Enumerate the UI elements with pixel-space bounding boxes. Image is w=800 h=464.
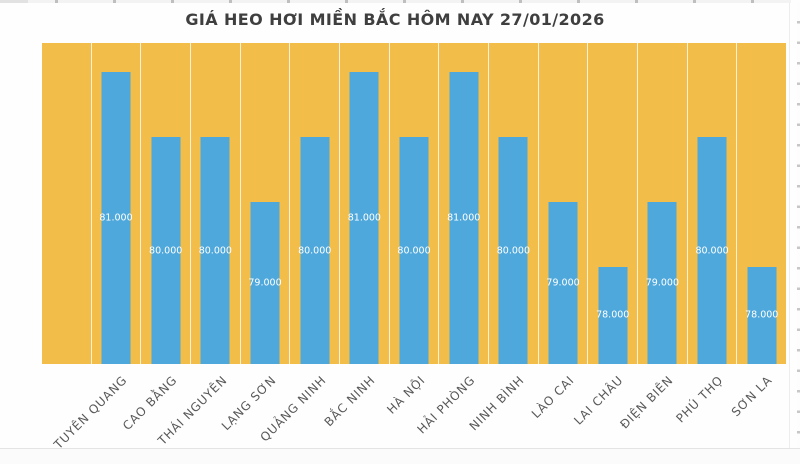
sheet-corner-cell [0,0,28,3]
bar: 79.000 [546,201,580,364]
bar: 80.000 [695,137,729,364]
bar-value-label: 80.000 [149,245,183,256]
bar: 81.000 [347,72,381,364]
plot-column: 81.000 [438,43,488,364]
bar-value-label: 81.000 [99,212,133,224]
plot-column: 79.000 [637,43,687,364]
bar: 79.000 [645,201,680,364]
plot-area: 81.000 80.000 80.000 79.000 80.000 81.000 80.0… [42,43,786,364]
bar-value-label: 80.000 [496,245,530,256]
pig-price-bar-chart: GIÁ HEO HƠI MIỀN BẮC HÔM NAY 27/01/2026 … [42,10,786,452]
plot-column: 80.000 [388,43,439,364]
bar-value-label: 78.000 [596,309,630,321]
bar-value-label: 78.000 [745,309,779,321]
bar-value-label: 81.000 [347,212,381,224]
bar-value-label: 79.000 [546,277,580,289]
sheet-below-area [0,449,800,464]
bar: 81.000 [447,72,481,364]
chart-title: GIÁ HEO HƠI MIỀN BẮC HÔM NAY 27/01/2026 [185,10,605,29]
bar: 80.000 [198,137,232,364]
bar-value-label: 80.000 [298,245,332,256]
sheet-row-edge [797,3,800,448]
bar-value-label: 81.000 [447,212,481,224]
bar: 80.000 [298,137,332,364]
bar-value-label: 80.000 [695,245,729,256]
bar: 80.000 [397,137,431,364]
bar: 81.000 [99,72,133,364]
plot-column-empty [42,43,91,364]
chart-object-right-border [789,3,790,448]
bar: 79.000 [248,201,282,364]
bar-value-label: 80.000 [198,245,232,256]
sheet-row-divider [0,448,800,449]
sheet-column-edge [0,0,791,3]
bar: 78.000 [596,266,630,364]
plot-column: 79.000 [537,43,588,364]
bar: 78.000 [745,266,779,364]
plot-column: 81.000 [339,43,389,364]
bar-value-label: 79.000 [645,277,680,289]
bar: 80.000 [496,137,530,364]
plot-column: 80.000 [488,43,538,364]
plot-column: 80.000 [140,43,190,364]
plot-column: 78.000 [587,43,637,364]
bar-value-label: 80.000 [397,245,431,256]
plot-column: 80.000 [190,43,240,364]
plot-column: 78.000 [736,43,786,364]
plot-column: 79.000 [239,43,290,364]
plot-column: 80.000 [289,43,339,364]
plot-column: 81.000 [90,43,141,364]
plot-column: 80.000 [686,43,737,364]
bar: 80.000 [149,137,183,364]
bar-value-label: 79.000 [248,277,282,289]
